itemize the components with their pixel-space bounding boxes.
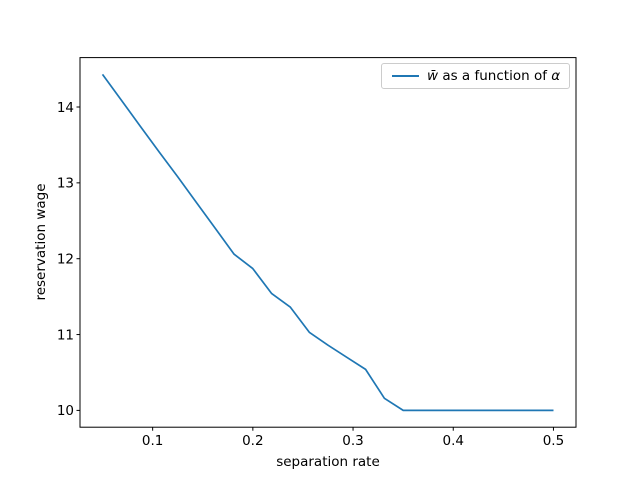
- legend-middle-text: as a function of: [438, 68, 552, 84]
- y-tick-label: 13: [57, 176, 74, 192]
- x-axis-ticks: 0.1 0.2 0.3 0.4 0.5: [142, 427, 564, 449]
- x-tick-label: 0.2: [242, 433, 263, 449]
- y-tick-label: 10: [57, 403, 74, 419]
- legend-label: w̄ as a function of α: [427, 68, 560, 84]
- series-line-reservation-wage: [101, 73, 554, 412]
- x-tick-label: 0.1: [142, 433, 163, 449]
- plot-area-border: [79, 57, 577, 428]
- y-tick-label: 11: [57, 327, 74, 343]
- x-axis-label: separation rate: [276, 454, 380, 470]
- legend-alpha-symbol: α: [551, 68, 561, 84]
- y-axis-ticks: 10 11 12 13 14: [57, 100, 80, 419]
- legend-line-sample: [392, 75, 419, 77]
- legend: w̄ as a function of α: [381, 63, 570, 89]
- x-tick-label: 0.5: [543, 433, 564, 449]
- x-tick-label: 0.4: [443, 433, 464, 449]
- legend-wbar-symbol: w̄: [427, 68, 439, 84]
- x-tick-label: 0.3: [342, 433, 363, 449]
- y-tick-label: 12: [57, 252, 74, 268]
- y-tick-label: 14: [57, 100, 74, 116]
- y-axis-label: reservation wage: [33, 183, 49, 300]
